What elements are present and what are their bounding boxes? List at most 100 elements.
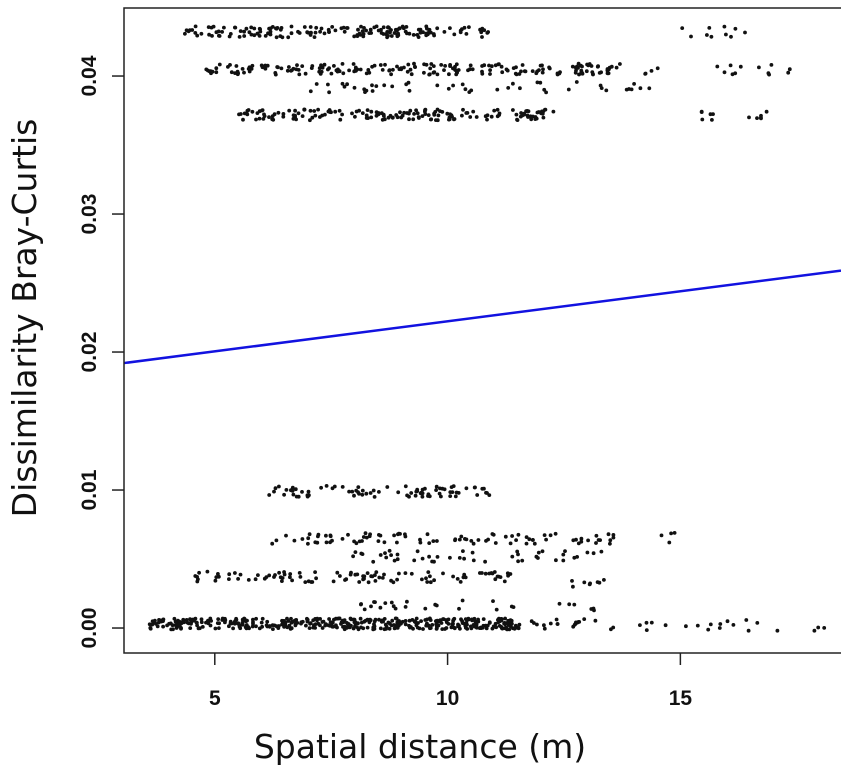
data-point	[695, 623, 700, 628]
data-point	[390, 84, 395, 89]
data-point	[448, 494, 453, 498]
data-point	[249, 67, 254, 71]
data-point	[746, 628, 751, 633]
data-point	[707, 26, 712, 30]
data-point	[425, 26, 429, 31]
data-point	[755, 621, 760, 625]
data-point	[480, 35, 484, 39]
data-point	[277, 570, 281, 575]
data-point	[542, 87, 547, 92]
data-point	[715, 64, 720, 69]
data-point	[516, 626, 521, 631]
data-point	[270, 541, 275, 546]
data-point	[314, 576, 318, 581]
data-point	[452, 117, 457, 121]
data-point	[498, 575, 503, 579]
data-point	[238, 572, 243, 577]
data-point	[315, 616, 320, 621]
data-point	[587, 582, 592, 587]
data-point	[526, 109, 531, 114]
data-point	[357, 108, 361, 113]
data-point	[365, 108, 370, 112]
data-point	[369, 31, 373, 35]
data-point	[240, 67, 245, 71]
data-point	[321, 619, 326, 624]
data-point	[380, 576, 385, 580]
data-point	[367, 70, 372, 75]
data-point	[263, 34, 268, 38]
data-point	[213, 626, 218, 631]
data-point	[506, 86, 511, 90]
data-point	[312, 35, 317, 39]
data-point	[214, 66, 219, 71]
data-point	[299, 621, 303, 626]
data-point	[554, 617, 559, 622]
data-point	[357, 580, 362, 584]
data-point	[518, 86, 522, 91]
data-point	[267, 115, 271, 119]
data-point	[458, 580, 463, 584]
data-point	[392, 533, 396, 538]
data-point	[460, 82, 465, 87]
data-point	[463, 87, 468, 92]
data-point	[516, 532, 521, 537]
data-point	[618, 62, 622, 66]
data-point	[287, 108, 292, 113]
data-point	[567, 602, 572, 607]
data-point	[553, 531, 558, 536]
data-point	[350, 489, 355, 494]
data-point	[747, 115, 751, 120]
data-point	[292, 618, 297, 623]
data-point	[561, 552, 566, 557]
data-point	[305, 493, 310, 498]
data-point	[229, 70, 234, 75]
data-point	[424, 576, 428, 581]
data-point	[383, 622, 388, 627]
data-point	[511, 81, 515, 86]
data-point	[216, 29, 221, 34]
data-point	[347, 489, 351, 494]
data-point	[310, 115, 315, 120]
data-point	[170, 623, 175, 628]
data-point	[504, 625, 509, 630]
data-point	[399, 621, 403, 626]
data-point	[385, 30, 390, 34]
data-point	[522, 112, 526, 117]
data-point	[272, 112, 277, 117]
data-point	[314, 82, 319, 86]
data-point	[335, 570, 340, 575]
data-point	[418, 30, 423, 35]
data-point	[585, 550, 590, 555]
data-point	[195, 623, 200, 628]
data-point	[273, 573, 277, 577]
data-point	[176, 622, 181, 627]
data-point	[382, 83, 387, 88]
data-point	[586, 63, 591, 68]
data-point	[425, 617, 429, 622]
data-point	[523, 69, 528, 74]
data-point	[208, 623, 213, 628]
data-point	[389, 72, 393, 77]
data-point	[328, 534, 333, 539]
data-point	[431, 64, 436, 68]
data-point	[291, 66, 296, 71]
data-point	[443, 64, 447, 68]
data-point	[361, 577, 365, 582]
data-point	[516, 559, 520, 564]
data-point	[767, 72, 771, 77]
data-point	[377, 490, 381, 494]
data-point	[647, 86, 652, 91]
data-point	[286, 35, 291, 40]
data-point	[386, 620, 391, 625]
data-point	[593, 618, 598, 623]
data-point	[324, 533, 328, 538]
data-point	[240, 622, 245, 627]
data-point	[304, 623, 308, 628]
data-point	[338, 117, 343, 122]
data-point	[173, 619, 178, 624]
data-point	[327, 90, 331, 95]
data-point	[420, 494, 425, 499]
data-point	[292, 538, 297, 543]
data-point	[204, 67, 209, 72]
data-point	[428, 626, 432, 631]
